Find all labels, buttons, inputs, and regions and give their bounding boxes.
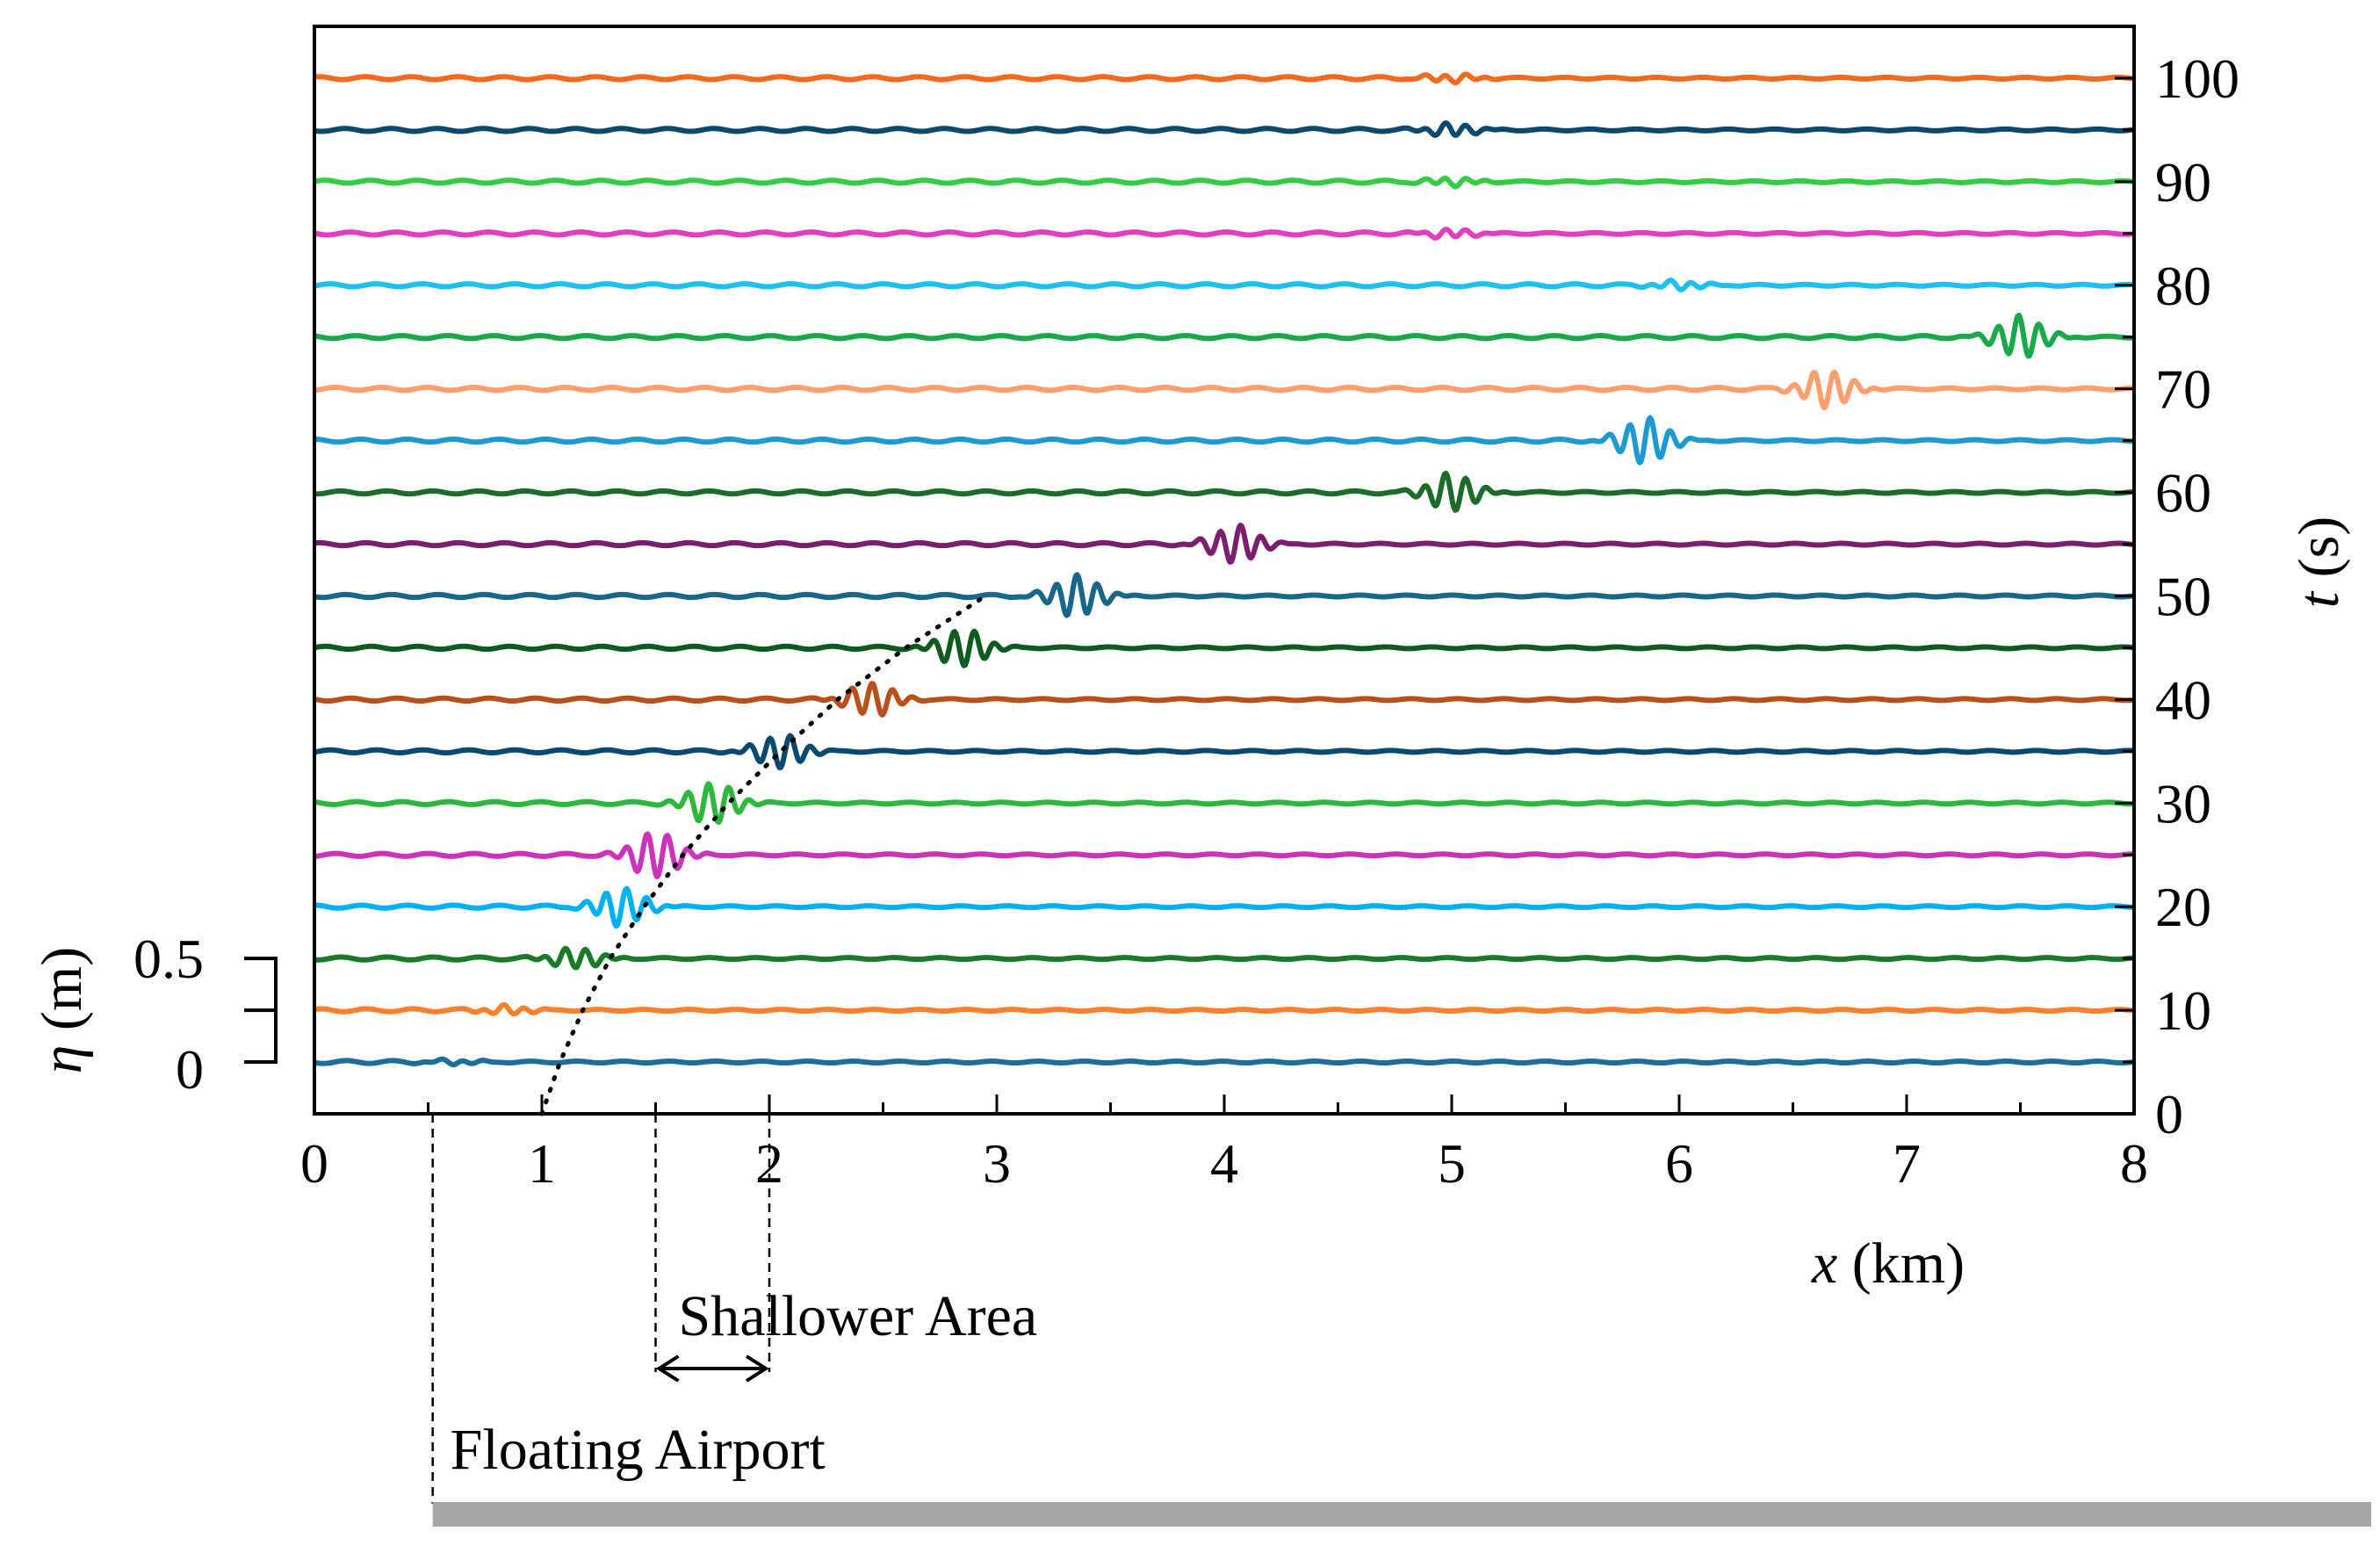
eta-axis-title: η (m) (30, 947, 94, 1074)
floating-airport-annotation: Floating Airport (431, 1114, 2372, 1527)
shallower-area-arrowhead-left (655, 1354, 680, 1383)
wavefront-dotted-curve (539, 594, 988, 1116)
right-tick-label: 50 (2155, 565, 2211, 627)
shallower-area-annotation: Shallower Area (654, 1114, 1038, 1383)
x-tick-label: 1 (528, 1132, 556, 1195)
eta-scale-label-top: 0.5 (133, 928, 204, 990)
x-axis-var: x (1811, 1232, 1837, 1296)
eta-axis-var: η (30, 1045, 94, 1074)
series-line-t15 (313, 945, 2135, 971)
series-line-t35 (313, 733, 2135, 770)
x-tick-label: 7 (1893, 1132, 1921, 1195)
x-tick-label: 8 (2120, 1132, 2148, 1195)
x-tick-label: 0 (300, 1132, 328, 1195)
shallower-area-label: Shallower Area (679, 1284, 1038, 1348)
x-axis-unit: (km) (1837, 1232, 1965, 1296)
eta-scale-bar: 0.5 0 η (m) (30, 928, 278, 1101)
x-tick-label: 4 (1210, 1132, 1238, 1195)
series-line-t5 (313, 1056, 2135, 1068)
right-tick-label: 90 (2155, 151, 2211, 213)
right-axis-unit: (s) (2287, 516, 2351, 592)
series-line-t30 (313, 781, 2135, 826)
series-line-t60 (313, 470, 2135, 513)
series-line-t75 (313, 312, 2135, 359)
series-line-t100 (313, 71, 2135, 86)
series-line-t95 (313, 120, 2135, 139)
series-line-t55 (313, 522, 2135, 565)
series-line-t10 (313, 1001, 2135, 1017)
floating-airport-bar (432, 1502, 2372, 1527)
right-tick-label: 10 (2155, 979, 2211, 1042)
right-tick-label: 80 (2155, 255, 2211, 317)
x-tick-label: 3 (983, 1132, 1011, 1195)
right-tick-label: 100 (2155, 47, 2239, 110)
series-line-t90 (313, 175, 2135, 190)
series-line-t20 (313, 885, 2135, 929)
x-axis-title: x (km) (1811, 1232, 1965, 1296)
right-axis-var: t (2287, 590, 2351, 608)
right-tick-label: 0 (2155, 1083, 2183, 1145)
series-line-t50 (313, 572, 2135, 618)
right-tick-label: 20 (2155, 876, 2211, 938)
series-line-t40 (313, 681, 2135, 718)
series-line-t25 (313, 831, 2135, 879)
x-tick-label: 5 (1438, 1132, 1466, 1195)
right-axis-title: t (s) (2287, 516, 2351, 609)
series-layer (313, 71, 2135, 1068)
eta-axis-unit: (m) (30, 947, 94, 1045)
right-tick-label: 60 (2155, 462, 2211, 524)
series-line-t45 (313, 628, 2135, 668)
eta-scale-bracket (244, 957, 278, 1065)
series-line-t70 (313, 369, 2135, 411)
right-tick-label: 70 (2155, 358, 2211, 421)
right-tick-label: 40 (2155, 668, 2211, 731)
series-line-t85 (313, 227, 2135, 241)
x-tick-label: 6 (1665, 1132, 1693, 1195)
floating-airport-label: Floating Airport (451, 1418, 826, 1482)
series-line-t80 (313, 278, 2135, 293)
right-axis-ticks: 0 10 20 30 40 50 60 70 80 90 100 (2115, 25, 2239, 1145)
series-line-t65 (313, 415, 2135, 466)
right-tick-label: 30 (2155, 772, 2211, 834)
shallower-area-arrowhead-right (745, 1354, 769, 1383)
eta-scale-label-bottom: 0 (176, 1038, 204, 1101)
